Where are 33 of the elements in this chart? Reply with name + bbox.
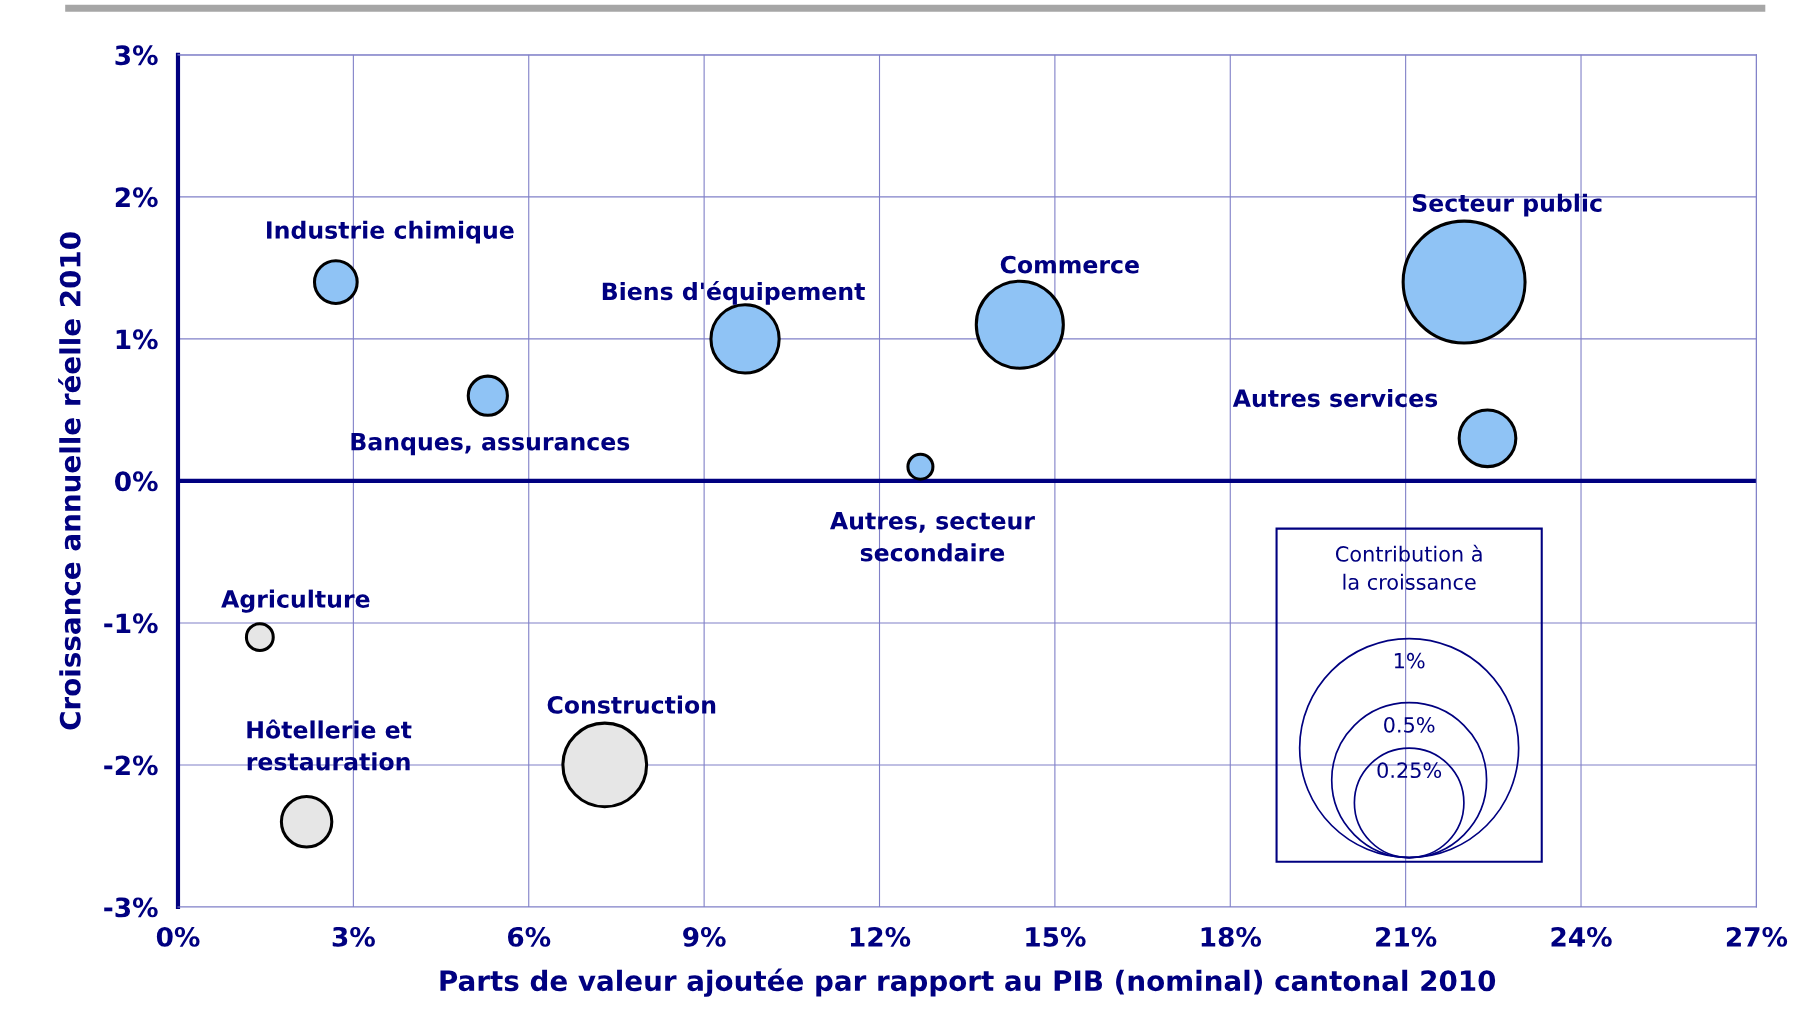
y-tick-label: 0% [115, 471, 158, 492]
y-tick-label: -1% [104, 613, 158, 634]
legend-title: Contribution à la croissance [1335, 544, 1482, 590]
y-tick-label: 2% [115, 187, 158, 208]
annotation: Biens d'équipement [602, 281, 865, 305]
x-tick-label: 18% [1201, 926, 1262, 947]
y-tick-label: -2% [104, 755, 158, 776]
x-tick-label: 6% [507, 926, 551, 947]
annotation: Industrie chimique [267, 220, 514, 244]
x-tick-label: 9% [683, 926, 726, 947]
annotation: Construction [547, 695, 716, 714]
legend-label: 1% [1394, 652, 1425, 669]
y-tick-label: -3% [104, 897, 158, 918]
annotation: Autres services [1232, 388, 1438, 408]
x-axis-title: Parts de valeur ajoutée par rapport au PIB (nominal) cantonal 2010 [440, 968, 1496, 997]
x-tick-label: 12% [850, 926, 911, 947]
y-axis-title: Croissance annuelle réelle 2010 [58, 232, 81, 730]
x-tick-label: 0% [156, 926, 200, 947]
legend-label: 0.5% [1384, 716, 1435, 733]
annotation: Autres, secteur secondaire [830, 512, 1035, 562]
annotation: Commerce [1000, 255, 1139, 274]
y-tick-label: 3% [115, 45, 158, 66]
x-tick-label: 27% [1726, 926, 1788, 947]
x-tick-label: 21% [1376, 926, 1437, 947]
x-tick-label: 24% [1551, 926, 1612, 947]
y-tick-label: 1% [116, 329, 158, 350]
annotation: Secteur public [1412, 193, 1602, 217]
legend-label: 0.25% [1377, 762, 1442, 779]
x-tick-label: 15% [1026, 926, 1086, 947]
x-tick-label: 3% [332, 926, 375, 947]
annotation: Hôtellerie et restauration [247, 719, 412, 771]
annotation: Banques, assurances [351, 433, 630, 456]
annotation: Agriculture [221, 589, 370, 613]
